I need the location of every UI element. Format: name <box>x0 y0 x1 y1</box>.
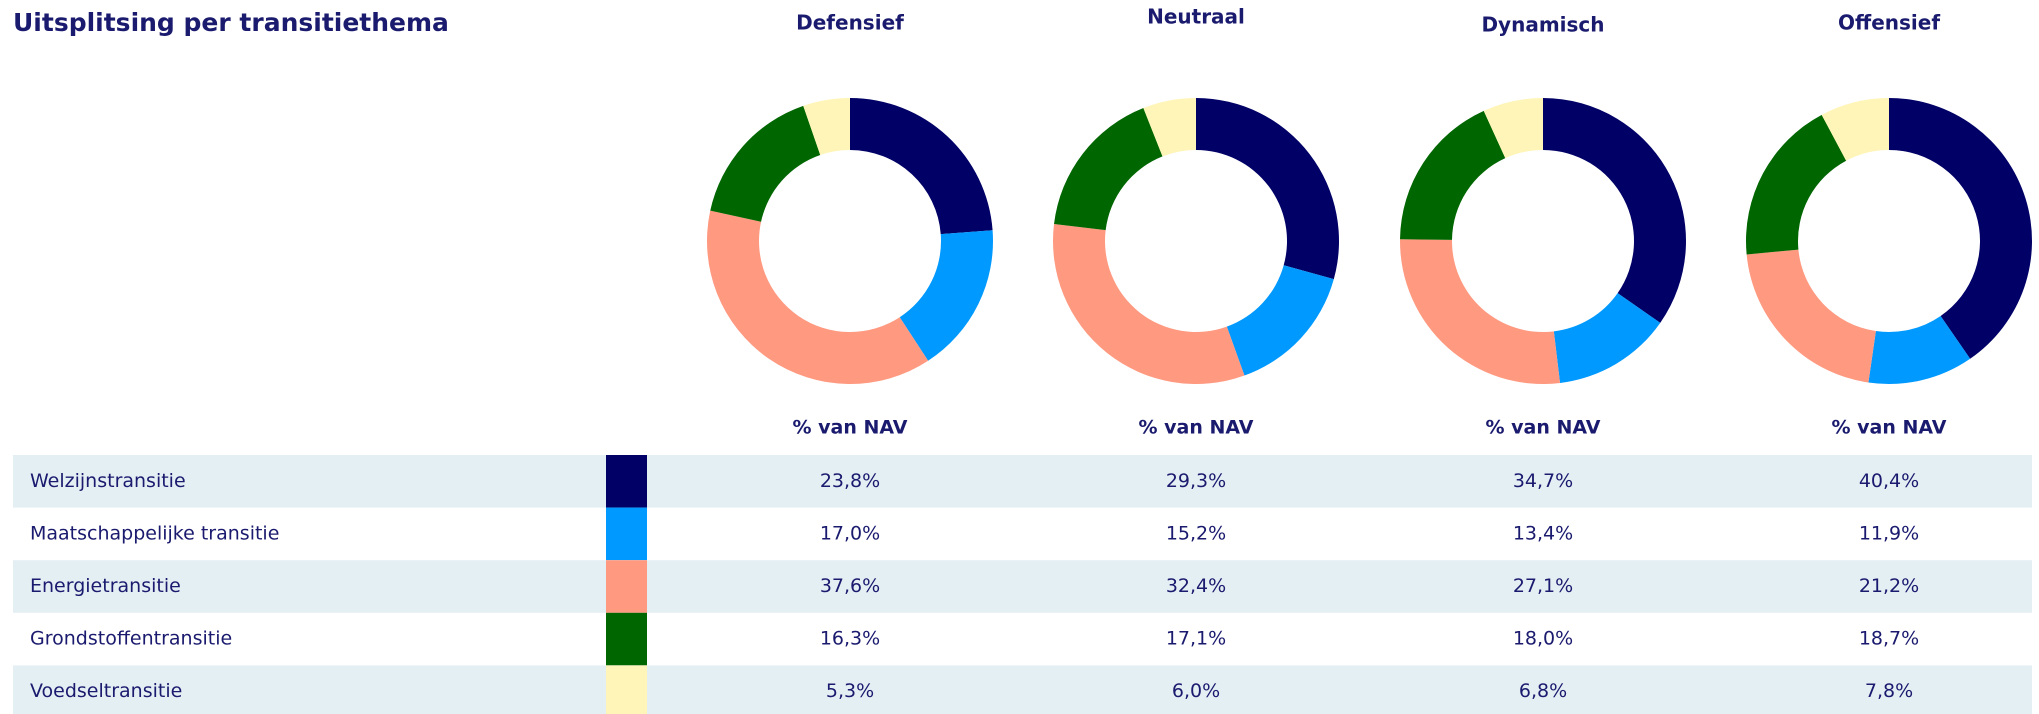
chart-title: Dynamisch <box>1481 13 1604 37</box>
color-swatch <box>606 560 647 613</box>
donut-segment <box>1400 110 1506 240</box>
column-header: % van NAV <box>792 417 907 439</box>
donut-segment <box>1143 98 1196 157</box>
table-value: 18,7% <box>1859 628 1919 650</box>
table-value: 13,4% <box>1513 522 1573 544</box>
table-value: 37,6% <box>820 575 880 597</box>
donut-segment <box>1054 108 1163 231</box>
row-label: Voedseltransitie <box>30 680 182 702</box>
color-swatch <box>606 665 647 714</box>
table-value: 40,4% <box>1859 470 1919 492</box>
donut-segment <box>1399 239 1561 384</box>
table-value: 32,4% <box>1166 575 1226 597</box>
table-value: 17,1% <box>1166 628 1226 650</box>
donut-segment <box>1746 114 1847 255</box>
column-header: % van NAV <box>1485 417 1600 439</box>
donut-segment <box>1543 98 1686 323</box>
table-value: 27,1% <box>1513 575 1573 597</box>
donut-segment <box>710 105 821 222</box>
column-header: % van NAV <box>1138 417 1253 439</box>
row-background <box>13 665 2032 714</box>
donut-segment <box>707 210 929 384</box>
donut-segment <box>1821 98 1889 161</box>
donut-segment <box>1746 249 1876 383</box>
table-value: 23,8% <box>820 470 880 492</box>
row-label: Energietransitie <box>30 575 181 597</box>
table-value: 21,2% <box>1859 575 1919 597</box>
donut-segment <box>1889 98 2033 359</box>
table-value: 16,3% <box>820 628 880 650</box>
table-value: 11,9% <box>1859 522 1919 544</box>
donut-segment <box>1483 98 1543 159</box>
table-value: 34,7% <box>1513 470 1573 492</box>
row-background <box>13 455 2032 508</box>
table-value: 17,0% <box>820 522 880 544</box>
table-value: 29,3% <box>1166 470 1226 492</box>
table-value: 5,3% <box>826 680 874 702</box>
row-label: Maatschappelijke transitie <box>30 522 279 544</box>
table-value: 6,0% <box>1172 680 1220 702</box>
row-label: Grondstoffentransitie <box>30 628 232 650</box>
chart-title: Defensief <box>796 11 904 35</box>
color-swatch <box>606 507 647 561</box>
color-swatch <box>606 455 647 508</box>
table-value: 18,0% <box>1513 628 1573 650</box>
donut-segment <box>850 98 993 235</box>
donut-segment <box>1053 223 1245 385</box>
donut-segment <box>899 230 994 361</box>
chart-title: Neutraal <box>1147 5 1245 29</box>
table-value: 6,8% <box>1519 680 1567 702</box>
column-header: % van NAV <box>1831 417 1946 439</box>
page-title: Uitsplitsing per transitiethema <box>13 8 449 37</box>
chart-title: Offensief <box>1838 11 1940 35</box>
color-swatch <box>606 612 647 666</box>
row-label: Welzijnstransitie <box>30 470 186 492</box>
table-value: 7,8% <box>1865 680 1913 702</box>
donut-segment <box>803 98 850 155</box>
row-background <box>13 560 2032 613</box>
donut-segment <box>1868 315 1971 384</box>
donut-segment <box>1226 265 1334 376</box>
donut-segment <box>1553 293 1661 383</box>
table-value: 15,2% <box>1166 522 1226 544</box>
donut-segment <box>1196 98 1340 280</box>
